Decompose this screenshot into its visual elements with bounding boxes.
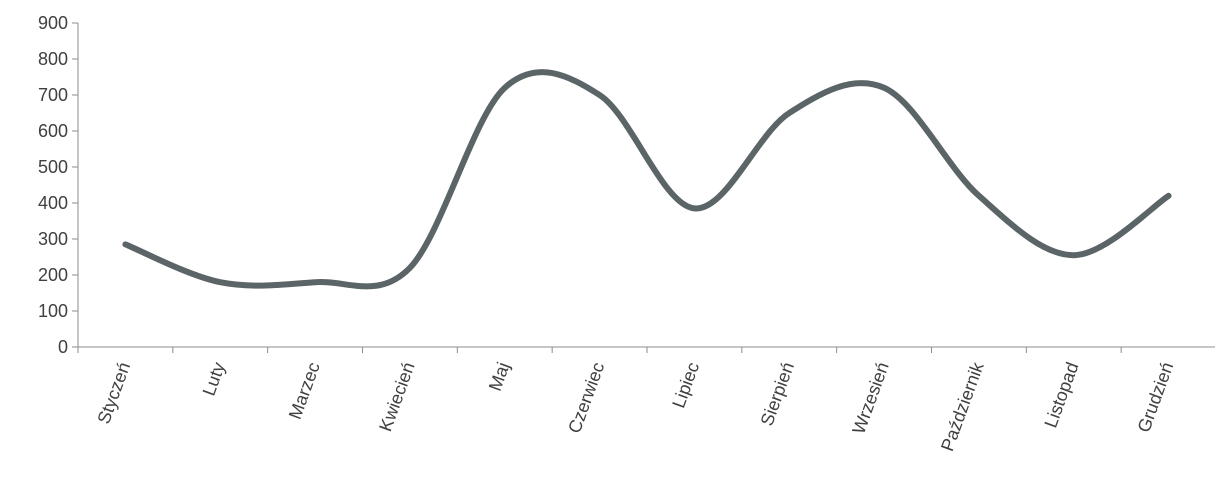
x-tick-label: Sierpień — [757, 360, 798, 429]
x-tick-label: Czerwiec — [564, 360, 608, 436]
series-line — [122, 69, 1172, 290]
x-tick-label: Listopad — [1040, 360, 1082, 431]
x-axis-ticks: Styczeń Luty Marzec Kwiecień Maj Czerwiec Lipi… — [77, 347, 1178, 454]
x-tick-label: Kwiecień — [375, 360, 418, 435]
axes — [77, 23, 1215, 348]
y-tick-label: 500 — [38, 157, 68, 177]
data-point-8 — [786, 110, 792, 116]
y-tick-label: 600 — [38, 121, 68, 141]
data-point-7 — [691, 205, 697, 211]
y-tick-label: 400 — [38, 193, 68, 213]
data-point-1 — [122, 241, 128, 247]
data-point-10 — [976, 193, 982, 199]
data-points — [122, 85, 1171, 285]
data-point-4 — [407, 265, 413, 271]
y-axis-ticks: 0 100 200 300 400 500 600 700 800 900 — [38, 13, 78, 357]
x-tick-label: Lipiec — [668, 360, 703, 411]
x-tick-label: Grudzień — [1134, 360, 1178, 435]
data-point-6 — [597, 92, 603, 98]
y-tick-label: 800 — [38, 49, 68, 69]
data-point-9 — [881, 85, 887, 91]
x-tick-label: Maj — [485, 360, 514, 394]
data-point-2 — [217, 279, 223, 285]
x-tick-label: Marzec — [285, 360, 324, 422]
series-layer — [122, 69, 1172, 290]
x-tick-label: Wrzesień — [848, 360, 892, 437]
data-point-11 — [1071, 252, 1077, 258]
data-point-12 — [1166, 193, 1172, 199]
data-point-5 — [502, 85, 508, 91]
x-tick-label: Styczeń — [93, 360, 134, 427]
y-tick-label: 700 — [38, 85, 68, 105]
data-point-3 — [312, 279, 318, 285]
y-tick-label: 0 — [58, 337, 68, 357]
y-tick-label: 300 — [38, 229, 68, 249]
y-tick-label: 200 — [38, 265, 68, 285]
x-tick-label: Luty — [199, 360, 229, 399]
y-tick-label: 900 — [38, 13, 68, 33]
x-tick-label: Październik — [937, 359, 988, 454]
y-tick-label: 100 — [38, 301, 68, 321]
